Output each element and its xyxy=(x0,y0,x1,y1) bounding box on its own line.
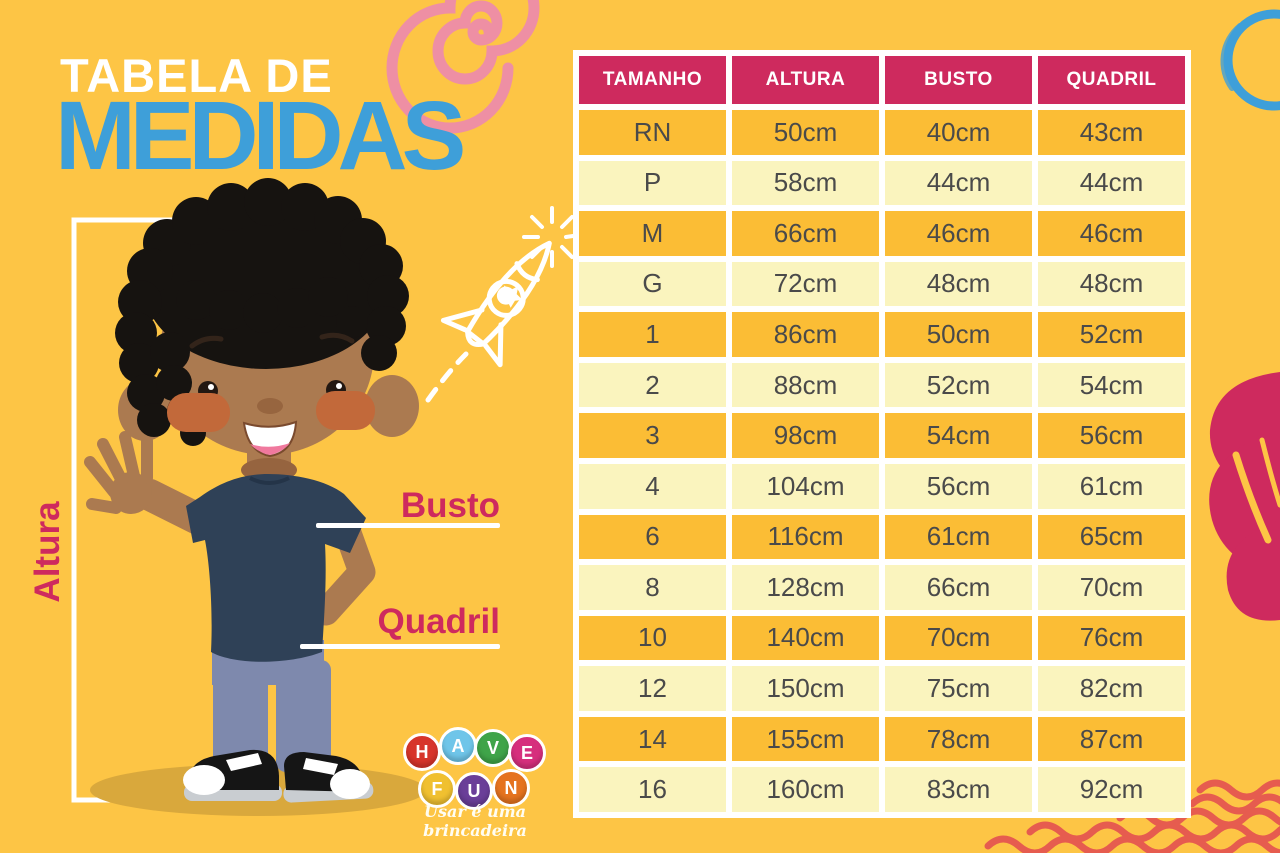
table-cell: 61cm xyxy=(1038,464,1185,509)
table-cell: G xyxy=(579,261,726,307)
table-cell: 56cm xyxy=(885,464,1032,509)
table-cell: 48cm xyxy=(885,261,1032,307)
logo-letter-circle: F xyxy=(418,770,456,808)
table-cell: 116cm xyxy=(732,514,879,560)
table-cell: 66cm xyxy=(732,211,879,256)
table-cell: 54cm xyxy=(885,413,1032,458)
table-cell: 43cm xyxy=(1038,110,1185,155)
size-table: TAMANHO ALTURA BUSTO QUADRIL RN 50cm 40cm 43cm P… xyxy=(573,50,1191,818)
table-cell: 87cm xyxy=(1038,716,1185,762)
table-cell: 83cm xyxy=(885,767,1032,812)
poster-title-line2: MEDIDAS xyxy=(55,81,466,190)
table-cell: 3 xyxy=(579,413,726,458)
bust-label: Busto xyxy=(400,486,500,525)
quadril-line xyxy=(300,644,500,649)
pink-petals-decoration xyxy=(1209,372,1280,621)
table-cell: 50cm xyxy=(732,110,879,155)
height-label: Altura xyxy=(28,501,67,603)
table-cell: 6 xyxy=(579,514,726,560)
table-cell: 70cm xyxy=(1038,565,1185,610)
table-cell: 46cm xyxy=(885,211,1032,256)
table-cell: 40cm xyxy=(885,110,1032,155)
sneakers xyxy=(183,749,374,803)
table-header-cell: BUSTO xyxy=(885,56,1032,104)
table-cell: 72cm xyxy=(732,261,879,307)
table-header-cell: TAMANHO xyxy=(579,56,726,104)
table-cell: 160cm xyxy=(732,767,879,812)
rocket-doodle-icon xyxy=(425,206,582,403)
table-cell: 86cm xyxy=(732,312,879,357)
table-cell: 56cm xyxy=(1038,413,1185,458)
logo-letter-circle: A xyxy=(439,727,477,765)
logo-tagline: Usar é uma brincadeira xyxy=(423,802,527,840)
table-cell: 140cm xyxy=(732,615,879,661)
table-cell: P xyxy=(579,160,726,206)
table-cell: 65cm xyxy=(1038,514,1185,560)
sparkle-icon xyxy=(522,206,582,268)
table-cell: 88cm xyxy=(732,362,879,408)
logo-letter-circle: H xyxy=(403,733,441,771)
table-cell: 1 xyxy=(579,312,726,357)
table-cell: 54cm xyxy=(1038,362,1185,408)
table-cell: 52cm xyxy=(1038,312,1185,357)
table-cell: 8 xyxy=(579,565,726,610)
table-cell: 48cm xyxy=(1038,261,1185,307)
table-cell: 66cm xyxy=(885,565,1032,610)
table-cell: 78cm xyxy=(885,716,1032,762)
table-cell: 10 xyxy=(579,615,726,661)
table-cell: 14 xyxy=(579,716,726,762)
boy-illustration xyxy=(84,178,426,816)
blue-scribble-icon xyxy=(1220,9,1280,111)
table-cell: 2 xyxy=(579,362,726,408)
table-cell: 70cm xyxy=(885,615,1032,661)
altura-bracket xyxy=(71,217,258,803)
hip-label: Quadril xyxy=(377,602,500,641)
table-cell: 150cm xyxy=(732,666,879,711)
table-cell: 44cm xyxy=(1038,160,1185,206)
table-cell: 92cm xyxy=(1038,767,1185,812)
logo-letter-circle: N xyxy=(492,769,530,807)
table-cell: 50cm xyxy=(885,312,1032,357)
poster-title-line1: TABELA DE xyxy=(60,49,333,102)
table-cell: 155cm xyxy=(732,716,879,762)
table-cell: 16 xyxy=(579,767,726,812)
table-header-cell: QUADRIL xyxy=(1038,56,1185,104)
logo-letter-circle: E xyxy=(508,734,546,772)
table-cell: 128cm xyxy=(732,565,879,610)
table-cell: M xyxy=(579,211,726,256)
table-cell: 46cm xyxy=(1038,211,1185,256)
logo-letter-circle: V xyxy=(474,729,512,767)
table-cell: 104cm xyxy=(732,464,879,509)
table-cell: 58cm xyxy=(732,160,879,206)
table-cell: 98cm xyxy=(732,413,879,458)
table-cell: 4 xyxy=(579,464,726,509)
table-cell: RN xyxy=(579,110,726,155)
table-cell: 52cm xyxy=(885,362,1032,408)
table-cell: 61cm xyxy=(885,514,1032,560)
table-header-cell: ALTURA xyxy=(732,56,879,104)
table-cell: 44cm xyxy=(885,160,1032,206)
logo-letter-circle: U xyxy=(455,772,493,810)
table-cell: 12 xyxy=(579,666,726,711)
table-cell: 82cm xyxy=(1038,666,1185,711)
table-cell: 75cm xyxy=(885,666,1032,711)
table-cell: 76cm xyxy=(1038,615,1185,661)
